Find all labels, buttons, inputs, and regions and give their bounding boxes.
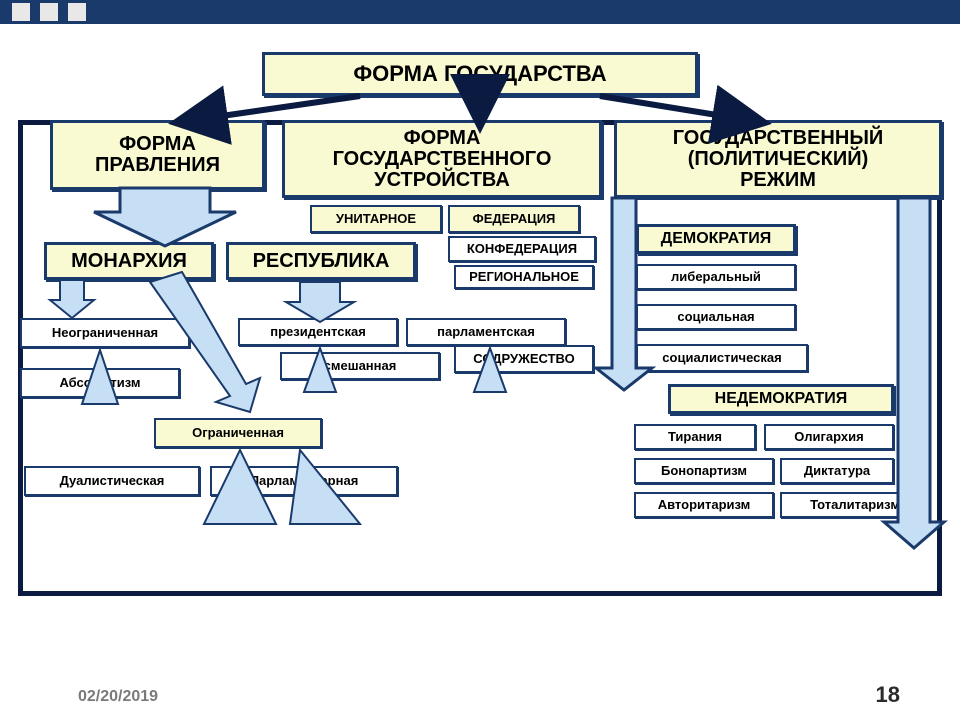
dictatorship-box: Диктатура [780, 458, 894, 484]
label: ФОРМА [404, 128, 481, 149]
nondemocracy-box: НЕДЕМОКРАТИЯ [668, 384, 894, 414]
unlimited-box: Неограниченная [20, 318, 190, 348]
footer: 02/20/2019 18 [0, 660, 960, 720]
commonwealth-box: СОДРУЖЕСТВО [454, 345, 594, 373]
col-political-regime: ГОСУДАРСТВЕННЫЙ (ПОЛИТИЧЕСКИЙ) РЕЖИМ [614, 120, 942, 198]
top-bar [0, 0, 960, 24]
bonapartism-box: Бонопартизм [634, 458, 774, 484]
footer-page: 18 [876, 682, 900, 708]
democracy-box: ДЕМОКРАТИЯ [636, 224, 796, 254]
label: ФОРМА [119, 134, 196, 155]
title-box: ФОРМА ГОСУДАРСТВА [262, 52, 698, 96]
oligarchy-box: Олигархия [764, 424, 894, 450]
label: ГОСУДАРСТВЕННОГО [333, 149, 552, 170]
presidential-box: президентская [238, 318, 398, 346]
regional-box: РЕГИОНАЛЬНОЕ [454, 265, 594, 289]
federation-box: ФЕДЕРАЦИЯ [448, 205, 580, 233]
liberal-box: либеральный [636, 264, 796, 290]
label: РЕЖИМ [740, 170, 816, 191]
confederation-box: КОНФЕДЕРАЦИЯ [448, 236, 596, 262]
label: УСТРОЙСТВА [374, 170, 510, 191]
limited-box: Ограниченная [154, 418, 322, 448]
label: ПРАВЛЕНИЯ [95, 155, 220, 176]
absolutism-box: Абсолютизм [20, 368, 180, 398]
authoritarianism-box: Авторитаризм [634, 492, 774, 518]
label: ГОСУДАРСТВЕННЫЙ [673, 128, 884, 149]
dualistic-box: Дуалистическая [24, 466, 200, 496]
col-form-of-rule: ФОРМА ПРАВЛЕНИЯ [50, 120, 265, 190]
col-state-structure: ФОРМА ГОСУДАРСТВЕННОГО УСТРОЙСТВА [282, 120, 602, 198]
unitary-box: УНИТАРНОЕ [310, 205, 442, 233]
monarchy-box: МОНАРХИЯ [44, 242, 214, 280]
parliamentary-monarchy-box: Парламентарная [210, 466, 398, 496]
label: (ПОЛИТИЧЕСКИЙ) [688, 149, 869, 170]
parliamentary-republic-box: парламентская [406, 318, 566, 346]
mixed-box: смешанная [280, 352, 440, 380]
footer-date: 02/20/2019 [78, 688, 158, 706]
social-box: социальная [636, 304, 796, 330]
tyranny-box: Тирания [634, 424, 756, 450]
socialist-box: социалистическая [636, 344, 808, 372]
republic-box: РЕСПУБЛИКА [226, 242, 416, 280]
totalitarianism-box: Тоталитаризм [780, 492, 930, 518]
